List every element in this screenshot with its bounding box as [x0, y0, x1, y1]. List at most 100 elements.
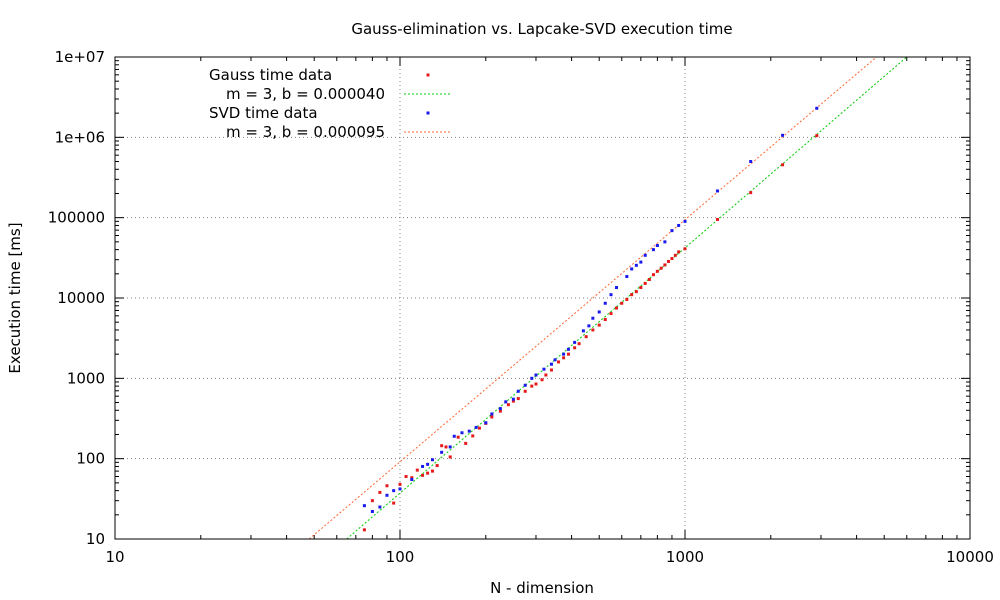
data-point-series-2	[490, 412, 494, 416]
data-point-series-2	[398, 487, 402, 491]
data-point-series-0	[471, 434, 475, 438]
data-point-series-2	[452, 434, 456, 438]
data-point-series-2	[448, 445, 452, 449]
data-point-series-0	[464, 441, 468, 445]
data-point-series-0	[597, 323, 601, 327]
data-point-series-2	[553, 358, 557, 362]
data-point-series-0	[426, 471, 430, 475]
data-point-series-2	[625, 275, 629, 279]
data-point-series-2	[634, 263, 638, 267]
data-point-series-0	[625, 297, 629, 301]
data-point-series-0	[609, 312, 613, 316]
data-point-series-0	[392, 501, 396, 505]
data-point-series-0	[398, 482, 402, 486]
data-point-series-2	[460, 431, 464, 435]
data-point-series-2	[440, 450, 444, 454]
data-point-series-2	[603, 301, 607, 305]
data-point-series-0	[378, 490, 382, 494]
data-point-series-2	[655, 244, 659, 248]
data-point-series-0	[534, 382, 538, 386]
data-point-series-2	[683, 219, 687, 223]
data-point-series-0	[647, 277, 651, 281]
legend-label-3: m = 3, b = 0.000095	[226, 123, 385, 141]
y-tick-label: 10000	[57, 289, 105, 307]
data-point-series-0	[370, 499, 374, 503]
data-point-series-2	[597, 310, 601, 314]
data-point-series-0	[634, 290, 638, 294]
data-point-series-0	[506, 403, 510, 407]
data-point-series-2	[516, 389, 520, 393]
data-point-series-0	[544, 373, 548, 377]
data-point-series-0	[362, 528, 366, 532]
x-tick-label: 10	[105, 548, 124, 566]
legend-swatch-0	[426, 73, 430, 77]
data-point-series-2	[573, 340, 577, 344]
data-point-series-0	[435, 464, 439, 468]
data-point-series-0	[404, 474, 408, 478]
data-point-series-2	[370, 509, 374, 513]
data-point-series-2	[421, 464, 425, 468]
data-point-series-2	[663, 240, 667, 244]
data-point-series-0	[566, 352, 570, 356]
data-point-series-2	[670, 229, 674, 233]
data-point-series-2	[581, 329, 585, 333]
data-point-series-0	[673, 253, 677, 257]
data-point-series-0	[511, 399, 515, 403]
data-point-series-0	[557, 360, 561, 364]
data-point-series-0	[651, 273, 655, 277]
data-point-series-2	[677, 223, 681, 227]
data-point-series-0	[677, 250, 681, 254]
data-point-series-2	[504, 400, 508, 404]
data-point-series-0	[516, 397, 520, 401]
y-axis-label: Execution time [ms]	[6, 222, 24, 373]
data-point-series-0	[498, 409, 502, 413]
data-point-series-0	[655, 269, 659, 273]
data-point-series-0	[448, 455, 452, 459]
data-point-series-2	[378, 505, 382, 509]
data-point-series-0	[530, 384, 534, 388]
data-point-series-0	[490, 415, 494, 419]
data-point-series-0	[670, 257, 674, 261]
data-point-series-0	[620, 301, 624, 305]
data-point-series-0	[444, 445, 448, 449]
data-point-series-2	[566, 347, 570, 351]
legend-label-1: m = 3, b = 0.000040	[226, 85, 385, 103]
data-point-series-2	[498, 407, 502, 411]
data-point-series-2	[467, 429, 471, 433]
data-point-series-2	[781, 133, 785, 137]
data-point-series-2	[511, 397, 515, 401]
data-point-series-2	[651, 248, 655, 252]
data-point-series-2	[639, 260, 643, 264]
legend-label-0: Gauss time data	[209, 66, 332, 84]
data-point-series-0	[659, 266, 663, 270]
y-tick-label: 10	[86, 530, 105, 548]
data-point-series-2	[484, 421, 488, 425]
data-point-series-0	[440, 444, 444, 448]
data-point-series-2	[562, 352, 566, 356]
y-tick-label: 1000	[67, 369, 105, 387]
data-point-series-2	[474, 425, 478, 429]
data-point-series-2	[587, 324, 591, 328]
data-point-series-0	[456, 435, 460, 439]
x-tick-label: 100	[386, 548, 415, 566]
data-point-series-2	[410, 478, 414, 482]
x-tick-label: 1000	[666, 548, 704, 566]
data-point-series-0	[523, 389, 527, 393]
grid	[115, 57, 970, 539]
data-point-series-0	[683, 247, 687, 251]
data-point-series-0	[781, 163, 785, 167]
data-point-series-2	[430, 458, 434, 462]
data-point-series-2	[362, 504, 366, 508]
data-point-series-0	[643, 281, 647, 285]
data-point-series-0	[430, 469, 434, 473]
y-tick-label: 100000	[48, 209, 105, 227]
data-point-series-2	[542, 367, 546, 371]
data-point-series-0	[577, 342, 581, 346]
data-point-series-2	[530, 376, 534, 380]
data-point-series-0	[639, 286, 643, 290]
x-tick-label: 10000	[946, 548, 994, 566]
data-points	[362, 106, 819, 532]
data-point-series-0	[540, 378, 544, 382]
data-point-series-2	[523, 383, 527, 387]
